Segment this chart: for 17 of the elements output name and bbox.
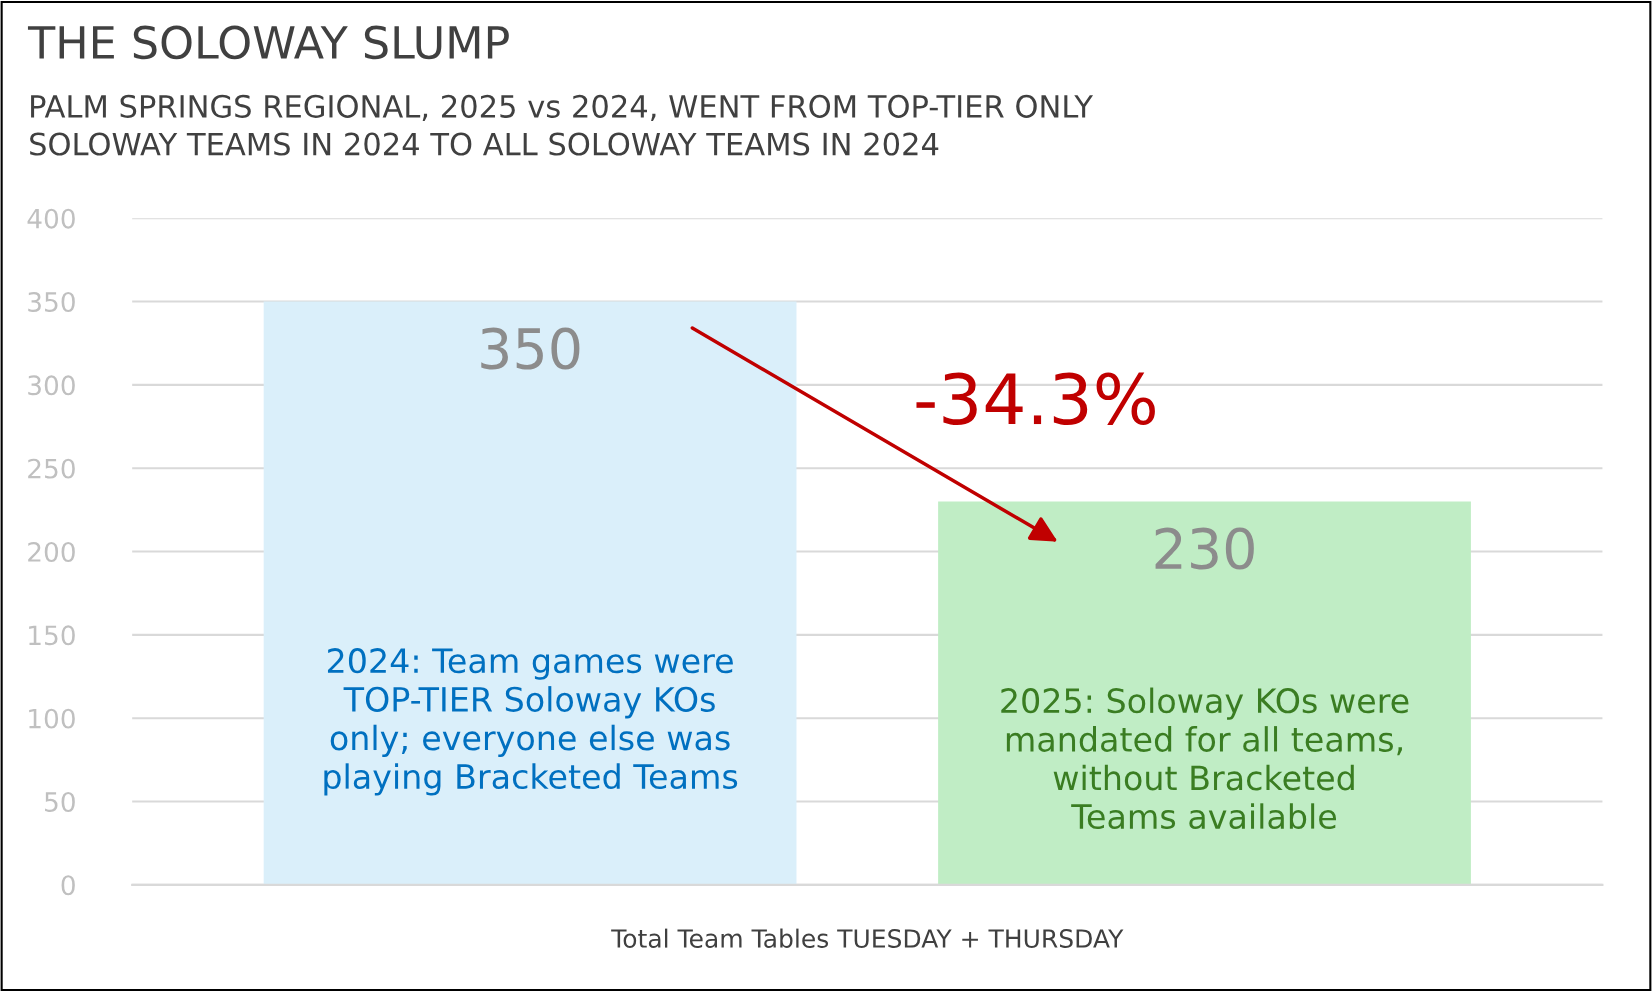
y-tick-label: 100 bbox=[29, 708, 75, 729]
y-tick-label: 200 bbox=[28, 541, 75, 562]
data-label: 230 bbox=[1155, 527, 1254, 570]
y-tick-label: 150 bbox=[29, 625, 75, 646]
y-tick-label: 0 bbox=[61, 875, 75, 896]
data-label: 350 bbox=[481, 327, 580, 370]
x-axis-title: Total Team Tables TUESDAY + THURSDAY bbox=[611, 928, 1124, 948]
y-tick-label: 250 bbox=[28, 458, 75, 479]
annotation: 2025: Soloway KOs were mandated for all teams, without Bracketed Teams available bbox=[1001, 687, 1409, 830]
y-tick-label: 400 bbox=[27, 208, 75, 229]
annotation: -34.3% bbox=[916, 372, 1155, 426]
chart-subtitle: PALM SPRINGS REGIONAL, 2025 vs 2024, WENT FROM TOP-TIER ONLY SOLOWAY TEAMS IN 2024 TO ALL SOLOWAY TEAMS IN 2024 bbox=[30, 94, 1094, 156]
chart-title: THE SOLOWAY SLUMP bbox=[27, 25, 509, 60]
y-tick-label: 50 bbox=[45, 791, 75, 812]
y-tick-label: 300 bbox=[28, 375, 75, 396]
y-tick-label: 350 bbox=[28, 292, 75, 312]
annotation: 2024: Team games were TOP-TIER Soloway KOs only; everyone else was playing Bracketed Teams bbox=[324, 648, 738, 796]
